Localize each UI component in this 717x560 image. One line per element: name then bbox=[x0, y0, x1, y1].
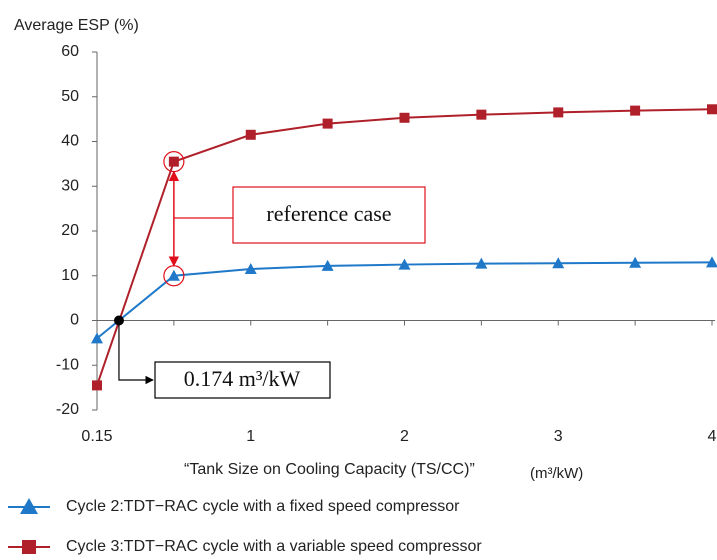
marker bbox=[91, 332, 103, 344]
x-tick-label: 4 bbox=[708, 428, 717, 445]
legend-label: Cycle 2:TDT−RAC cycle with a fixed speed… bbox=[66, 498, 460, 515]
marker bbox=[245, 129, 256, 140]
crossing-label: 0.174 m³/kW bbox=[184, 366, 301, 391]
legend-label: Cycle 3:TDT−RAC cycle with a variable sp… bbox=[66, 538, 482, 555]
y-tick-label: 60 bbox=[61, 43, 79, 60]
reference-circle bbox=[163, 265, 185, 287]
marker bbox=[475, 257, 488, 269]
x-tick-label: 1 bbox=[246, 428, 255, 445]
y-tick-label: 30 bbox=[61, 177, 79, 194]
series bbox=[91, 256, 717, 344]
marker bbox=[322, 118, 333, 129]
crossing-box bbox=[154, 361, 331, 399]
x-axis-unit: (m³/kW) bbox=[530, 465, 583, 482]
marker bbox=[706, 256, 717, 268]
y-tick-label: 50 bbox=[61, 88, 79, 105]
x-tick-label: 0.15 bbox=[81, 428, 112, 445]
marker bbox=[476, 109, 487, 120]
y-tick-label: -20 bbox=[56, 401, 79, 418]
marker bbox=[399, 112, 410, 123]
series-line bbox=[96, 261, 713, 340]
marker bbox=[398, 258, 411, 270]
legend-marker bbox=[20, 498, 38, 514]
x-tick-label: 3 bbox=[554, 428, 563, 445]
x-tick-label: 2 bbox=[400, 428, 409, 445]
marker bbox=[707, 104, 717, 115]
y-tick-label: 10 bbox=[61, 267, 79, 284]
marker bbox=[553, 107, 564, 118]
y-tick-label: 0 bbox=[70, 312, 79, 329]
marker bbox=[92, 380, 102, 391]
x-axis-label: “Tank Size on Cooling Capacity (TS/CC)” bbox=[184, 461, 475, 478]
marker bbox=[629, 256, 642, 268]
reference-label: reference case bbox=[266, 201, 391, 226]
reference-box bbox=[232, 186, 426, 244]
crossing-point bbox=[113, 315, 124, 326]
legend-marker bbox=[22, 540, 36, 554]
marker bbox=[552, 257, 565, 269]
crossing-connector bbox=[118, 320, 154, 385]
y-tick-label: 40 bbox=[61, 133, 79, 150]
marker bbox=[630, 105, 641, 116]
marker bbox=[321, 259, 334, 271]
y-tick-label: 20 bbox=[61, 222, 79, 239]
y-tick-label: -10 bbox=[56, 356, 79, 373]
reference-circle bbox=[163, 151, 185, 173]
y-axis-label: Average ESP (%) bbox=[14, 17, 139, 34]
series-line bbox=[96, 108, 713, 386]
marker bbox=[244, 263, 257, 275]
series bbox=[92, 104, 717, 391]
marker bbox=[168, 156, 179, 167]
marker bbox=[167, 269, 180, 281]
